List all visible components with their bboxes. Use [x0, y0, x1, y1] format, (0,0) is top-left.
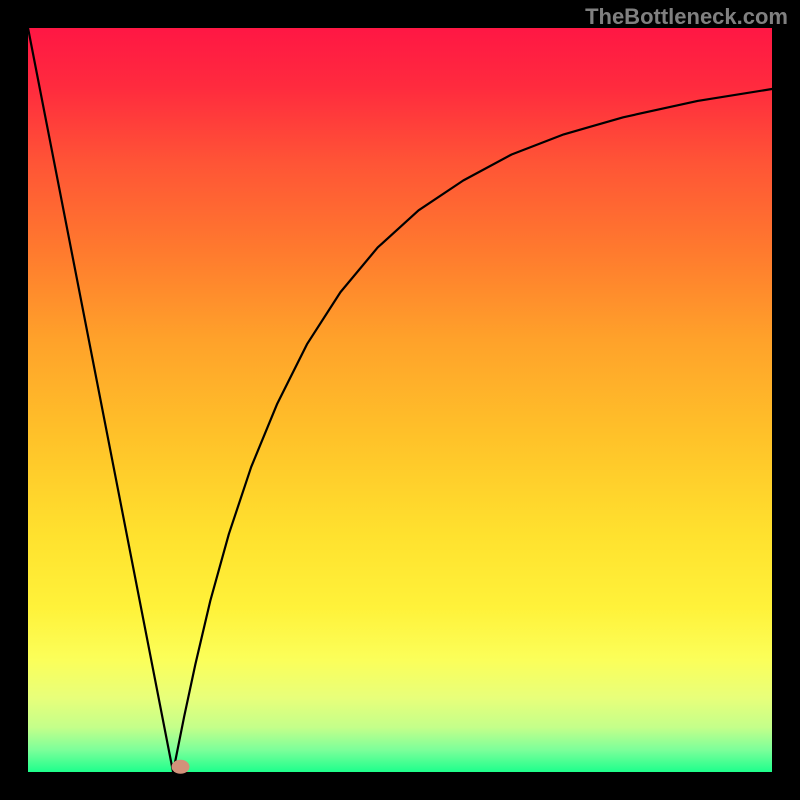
watermark-text: TheBottleneck.com	[585, 4, 788, 30]
bottleneck-chart	[0, 0, 800, 800]
minimum-marker	[172, 760, 190, 774]
chart-container: TheBottleneck.com	[0, 0, 800, 800]
chart-background	[28, 28, 772, 772]
